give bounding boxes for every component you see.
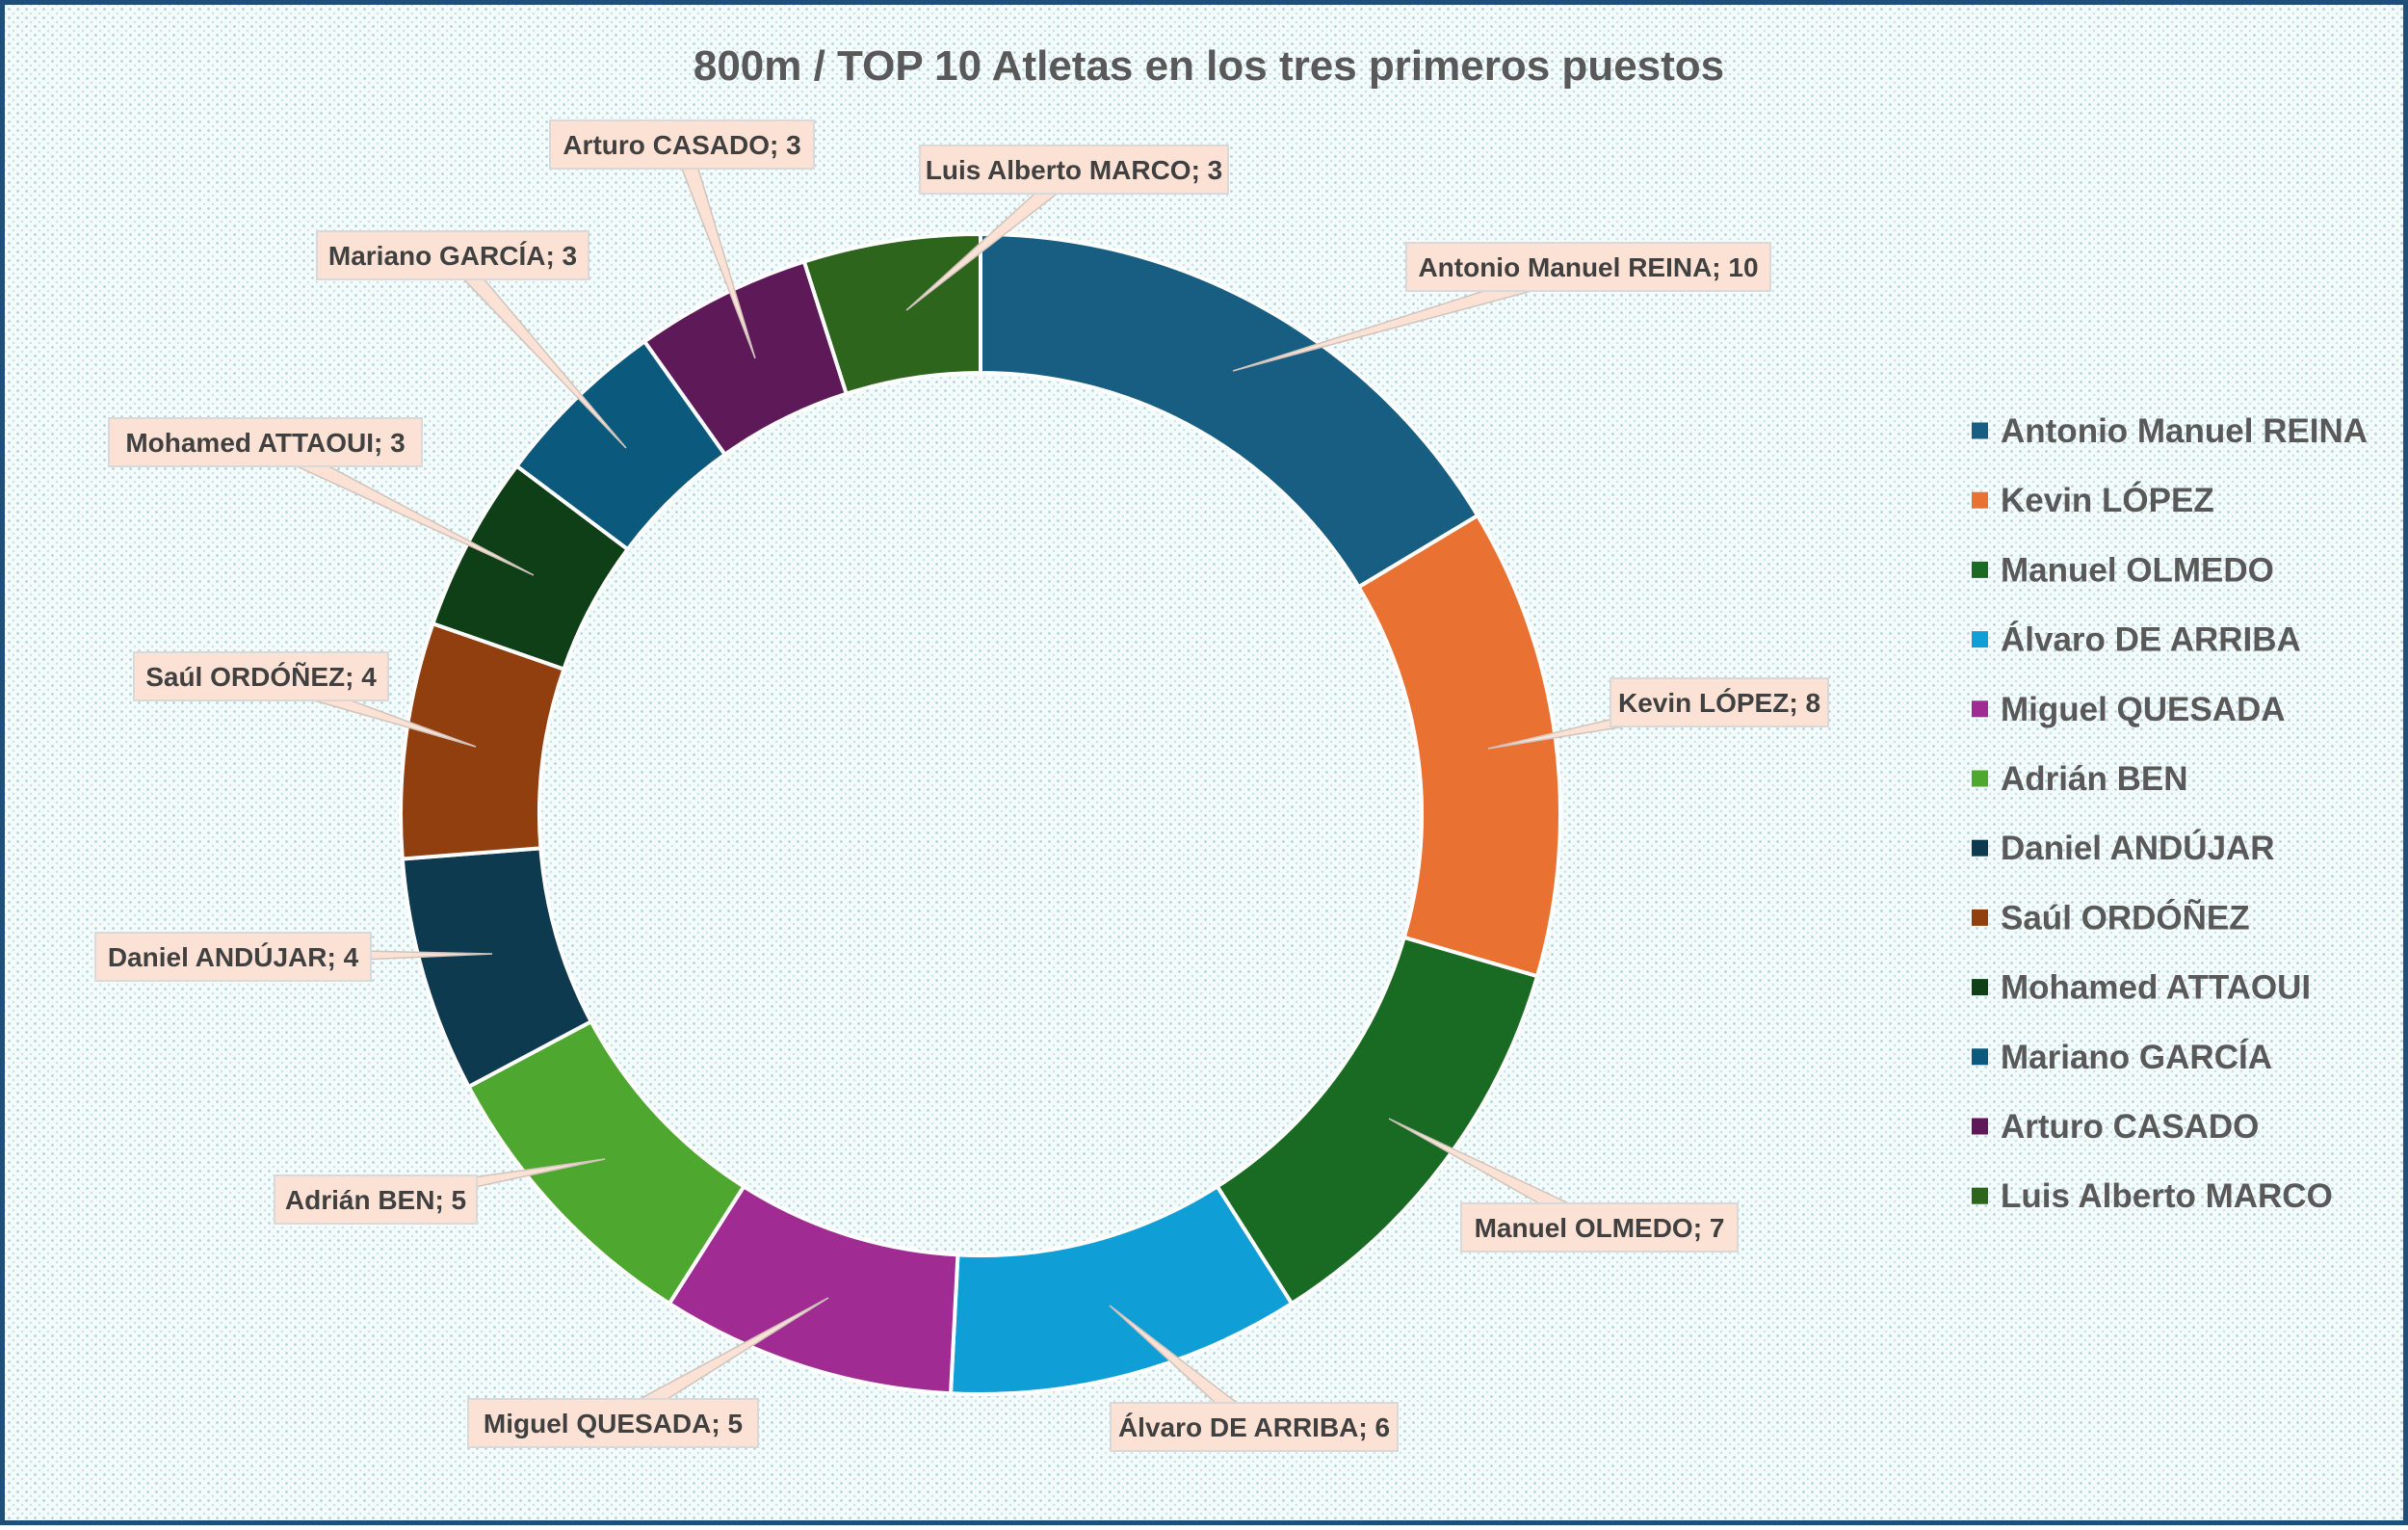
slices-layer [401,234,1560,1394]
legend-swatch [1972,1048,1988,1065]
legend-label: Antonio Manuel REINA [2001,412,2368,450]
legend-swatch [1972,910,1988,926]
legend-swatch [1972,562,1988,578]
legend-label: Kevin LÓPEZ [2001,481,2214,519]
legend: Antonio Manuel REINA Kevin LÓPEZ Manuel OL… [1972,412,2368,1215]
legend-item-luis-alberto-marco: Luis Alberto MARCO [1972,1177,2333,1215]
legend-item-arturo-casado: Arturo CASADO [1972,1108,2259,1146]
legend-swatch [1972,771,1988,787]
legend-item-mariano-garcia: Mariano GARCÍA [1972,1038,2272,1076]
legend-swatch [1972,700,1988,717]
slice-kevin-lopez [1359,515,1560,976]
legend-label: Luis Alberto MARCO [2001,1177,2333,1215]
legend-label: Mariano GARCÍA [2001,1038,2272,1076]
label-text: Antonio Manuel REINA; 10 [1418,252,1758,282]
label-text: Kevin LÓPEZ; 8 [1618,688,1820,718]
legend-item-daniel-andujar: Daniel ANDÚJAR [1972,829,2275,867]
legend-item-manuel-olmedo: Manuel OLMEDO [1972,551,2274,589]
chart-title: 800m / TOP 10 Atletas en los tres primer… [694,42,1724,90]
legend-label: Arturo CASADO [2001,1108,2259,1146]
legend-item-antonio-manuel-reina: Antonio Manuel REINA [1972,412,2368,450]
label-text: Mohamed ATTAOUI; 3 [125,428,405,458]
legend-item-miguel-quesada: Miguel QUESADA [1972,691,2286,728]
legend-label: Mohamed ATTAOUI [2001,969,2311,1007]
legend-swatch [1972,979,1988,995]
legend-item-alvaro-de-arriba: Álvaro DE ARRIBA [1972,620,2301,659]
legend-label: Daniel ANDÚJAR [2001,829,2275,867]
legend-label: Saúl ORDÓÑEZ [2001,898,2250,936]
legend-label: Manuel OLMEDO [2001,551,2274,589]
label-text: Luis Alberto MARCO; 3 [926,155,1223,185]
legend-swatch [1972,631,1988,647]
slice-antonio-manuel-reina [981,234,1478,587]
label-text: Daniel ANDÚJAR; 4 [108,942,359,972]
label-text: Arturo CASADO; 3 [563,130,800,160]
legend-swatch [1972,840,1988,857]
legend-swatch [1972,492,1988,509]
label-text: Adrián BEN; 5 [285,1185,466,1215]
legend-item-mohamed-attaoui: Mohamed ATTAOUI [1972,969,2311,1007]
legend-label: Álvaro DE ARRIBA [2001,620,2301,659]
legend-item-adrian-ben: Adrián BEN [1972,760,2187,798]
legend-item-saul-ordonez: Saúl ORDÓÑEZ [1972,898,2250,936]
doughnut-chart: 800m / TOP 10 Atletas en los tres primer… [5,5,2408,1530]
label-text: Mariano GARCÍA; 3 [328,241,577,271]
label-text: Saúl ORDÓÑEZ; 4 [145,662,377,692]
label-text: Manuel OLMEDO; 7 [1475,1213,1725,1243]
legend-swatch [1972,423,1988,439]
legend-swatch [1972,1119,1988,1135]
label-text: Álvaro DE ARRIBA; 6 [1118,1412,1390,1442]
legend-label: Miguel QUESADA [2001,691,2286,728]
legend-label: Adrián BEN [2001,760,2187,798]
legend-item-kevin-lopez: Kevin LÓPEZ [1972,481,2214,519]
label-text: Miguel QUESADA; 5 [484,1409,743,1438]
legend-swatch [1972,1188,1988,1204]
